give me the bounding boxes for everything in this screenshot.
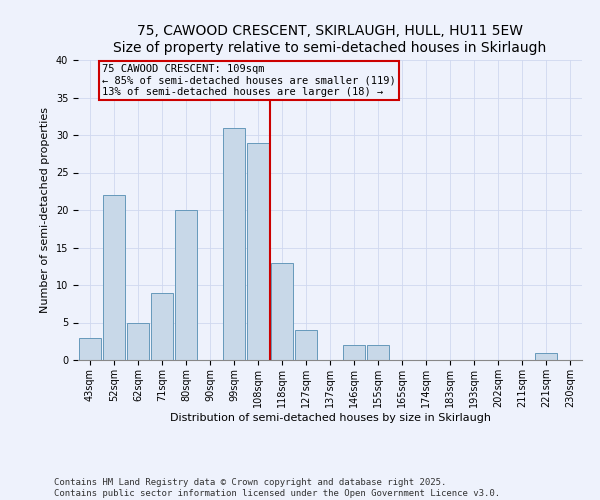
Title: 75, CAWOOD CRESCENT, SKIRLAUGH, HULL, HU11 5EW
Size of property relative to semi: 75, CAWOOD CRESCENT, SKIRLAUGH, HULL, HU… bbox=[113, 24, 547, 54]
Bar bbox=[79, 338, 101, 360]
Bar bbox=[103, 195, 125, 360]
Bar bbox=[295, 330, 317, 360]
Text: 75 CAWOOD CRESCENT: 109sqm
← 85% of semi-detached houses are smaller (119)
13% o: 75 CAWOOD CRESCENT: 109sqm ← 85% of semi… bbox=[102, 64, 396, 97]
Bar bbox=[175, 210, 197, 360]
Bar bbox=[151, 292, 173, 360]
Bar bbox=[127, 322, 149, 360]
Bar bbox=[343, 345, 365, 360]
Bar bbox=[223, 128, 245, 360]
Bar bbox=[535, 352, 557, 360]
Bar bbox=[367, 345, 389, 360]
Text: Contains HM Land Registry data © Crown copyright and database right 2025.
Contai: Contains HM Land Registry data © Crown c… bbox=[54, 478, 500, 498]
Y-axis label: Number of semi-detached properties: Number of semi-detached properties bbox=[40, 107, 50, 313]
X-axis label: Distribution of semi-detached houses by size in Skirlaugh: Distribution of semi-detached houses by … bbox=[170, 412, 491, 422]
Bar bbox=[247, 142, 269, 360]
Bar bbox=[271, 262, 293, 360]
